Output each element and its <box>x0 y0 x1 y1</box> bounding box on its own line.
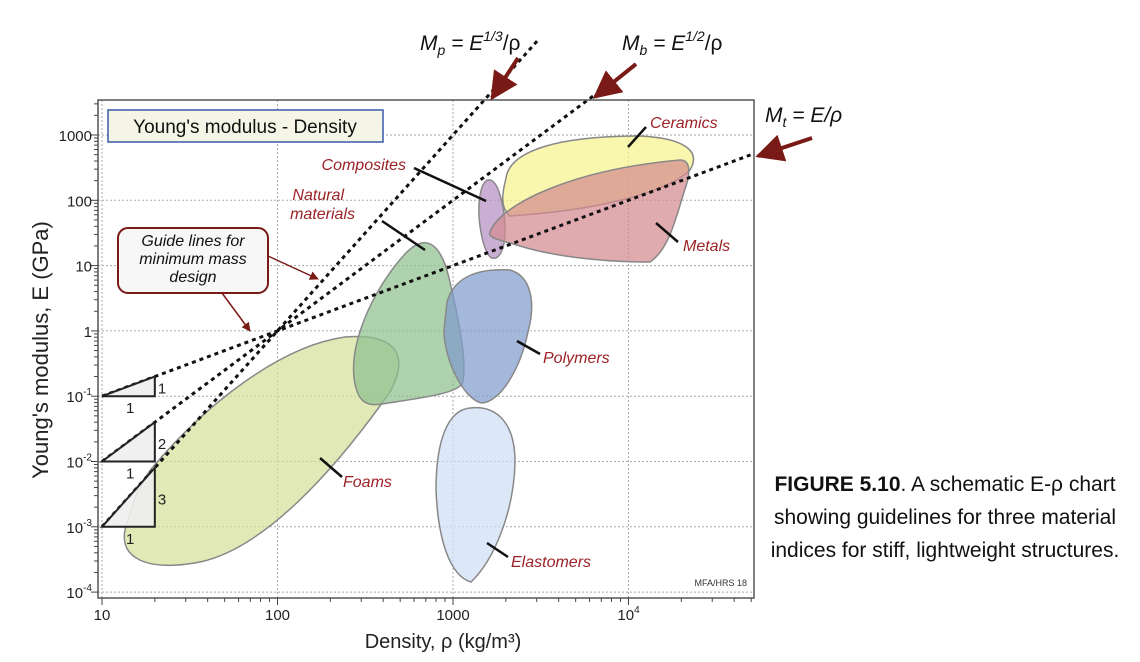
y-tick-label: 1 <box>84 324 92 341</box>
index-symbol: M <box>765 104 783 127</box>
family-region-polymers <box>443 268 533 404</box>
y-tick-label: 10-1 <box>66 387 92 406</box>
slope-triangle <box>99 465 156 528</box>
y-tick-label: 10-2 <box>66 453 92 472</box>
family-region-metals <box>488 159 690 263</box>
tick-base: 1000 <box>59 128 92 145</box>
slope-triangle <box>98 420 156 463</box>
tick-exponent: -3 <box>83 518 92 529</box>
tick-exponent: -4 <box>83 583 92 594</box>
tick-base: 10 <box>66 585 83 602</box>
leader-line <box>319 457 343 478</box>
tick-base: 1 <box>84 324 92 341</box>
tick-base: 100 <box>67 193 92 210</box>
guide-line-slope-1 <box>101 152 755 398</box>
family-label-elastomers: Elastomers <box>511 554 591 571</box>
index-expression: = E <box>647 32 686 55</box>
x-axis-label: Density, ρ (kg/m³) <box>365 631 522 653</box>
x-tick-label: 104 <box>617 605 640 624</box>
chart-title-box <box>107 109 384 143</box>
index-subscript: p <box>437 42 446 58</box>
leader-line <box>413 166 487 203</box>
family-label-line: materials <box>290 206 355 223</box>
leader-line <box>627 126 647 148</box>
index-symbol: M <box>622 32 640 55</box>
family-label-natural-materials: Natural materials <box>290 187 355 223</box>
y-tick-label: 1000 <box>59 128 92 145</box>
family-label-metals: Metals <box>683 238 730 255</box>
slope-triangle-rise: 2 <box>158 436 166 453</box>
index-exponent: 1/2 <box>685 28 705 44</box>
family-label-line: Natural <box>292 187 344 204</box>
annotation-text: Guide lines for <box>141 233 245 250</box>
tick-exponent: -1 <box>83 387 92 398</box>
index-subscript: b <box>640 42 648 58</box>
chart-title: Young's modulus - Density <box>133 117 357 138</box>
family-label-foams: Foams <box>343 474 392 491</box>
tick-base: 10 <box>66 455 83 472</box>
slope-triangle-rise: 1 <box>158 380 166 397</box>
guide-line-index-label: Mt = E/ρ <box>765 104 842 130</box>
guide-line-slope-3 <box>100 37 541 528</box>
leader-line <box>381 219 426 252</box>
x-tick-label: 100 <box>265 607 290 624</box>
tick-base: 100 <box>265 607 290 624</box>
family-label-polymers: Polymers <box>543 350 610 367</box>
leader-line <box>486 541 509 559</box>
x-tick-label: 10 <box>94 607 111 624</box>
index-subscript: t <box>783 114 788 130</box>
leader-line <box>516 339 541 356</box>
tick-base: 10 <box>66 389 83 406</box>
slope-triangle <box>101 375 156 398</box>
figure-caption: FIGURE 5.10. A schematic E-ρ chart showi… <box>770 468 1120 567</box>
y-tick-label: 10-3 <box>66 518 92 537</box>
y-tick-label: 100 <box>67 193 92 210</box>
y-axis-label: Young's modulus, E (GPa) <box>28 221 53 479</box>
slope-triangle-rise: 3 <box>158 491 166 508</box>
index-symbol: M <box>420 32 438 55</box>
annotation-box <box>117 227 269 294</box>
slope-triangle-run: 1 <box>126 400 134 417</box>
chart-credit: MFA/HRS 18 <box>694 578 747 588</box>
y-tick-label: 10 <box>75 259 92 276</box>
index-expression: = E <box>445 32 484 55</box>
family-label-composites: Composites <box>322 157 406 174</box>
x-tick-label: 1000 <box>436 607 469 624</box>
tick-base: 10 <box>617 607 634 624</box>
index-arrow <box>592 62 638 99</box>
annotation-arrow <box>221 292 251 332</box>
index-arrow <box>490 56 520 101</box>
annotation-arrow <box>267 255 319 280</box>
index-expression: = E/ρ <box>786 104 842 127</box>
annotation-text: design <box>169 269 216 286</box>
tick-base: 10 <box>75 259 92 276</box>
tick-exponent: -2 <box>83 453 92 464</box>
leader-line <box>655 222 679 243</box>
tick-exponent: 4 <box>634 605 640 616</box>
tick-base: 10 <box>94 607 111 624</box>
tick-base: 1000 <box>436 607 469 624</box>
guide-line-slope-2 <box>101 94 595 463</box>
annotation-text: minimum mass <box>139 251 247 268</box>
slope-triangle-run: 1 <box>126 466 134 483</box>
index-tail: /ρ <box>705 32 723 55</box>
slope-triangle-run: 1 <box>126 531 134 548</box>
caption-text: . A schematic E-ρ chart showing guidelin… <box>770 473 1120 562</box>
family-label-ceramics: Ceramics <box>650 115 718 132</box>
index-tail: /ρ <box>503 32 521 55</box>
family-region-elastomers <box>435 406 516 583</box>
y-tick-label: 10-4 <box>66 583 92 602</box>
guide-line-index-label: Mp = E1/3/ρ <box>420 28 521 58</box>
index-arrow <box>755 134 813 162</box>
guide-line-index-label: Mb = E1/2/ρ <box>622 28 723 58</box>
index-exponent: 1/3 <box>483 28 503 44</box>
caption-figure-number: FIGURE 5.10 <box>774 473 901 496</box>
tick-base: 10 <box>66 520 83 537</box>
